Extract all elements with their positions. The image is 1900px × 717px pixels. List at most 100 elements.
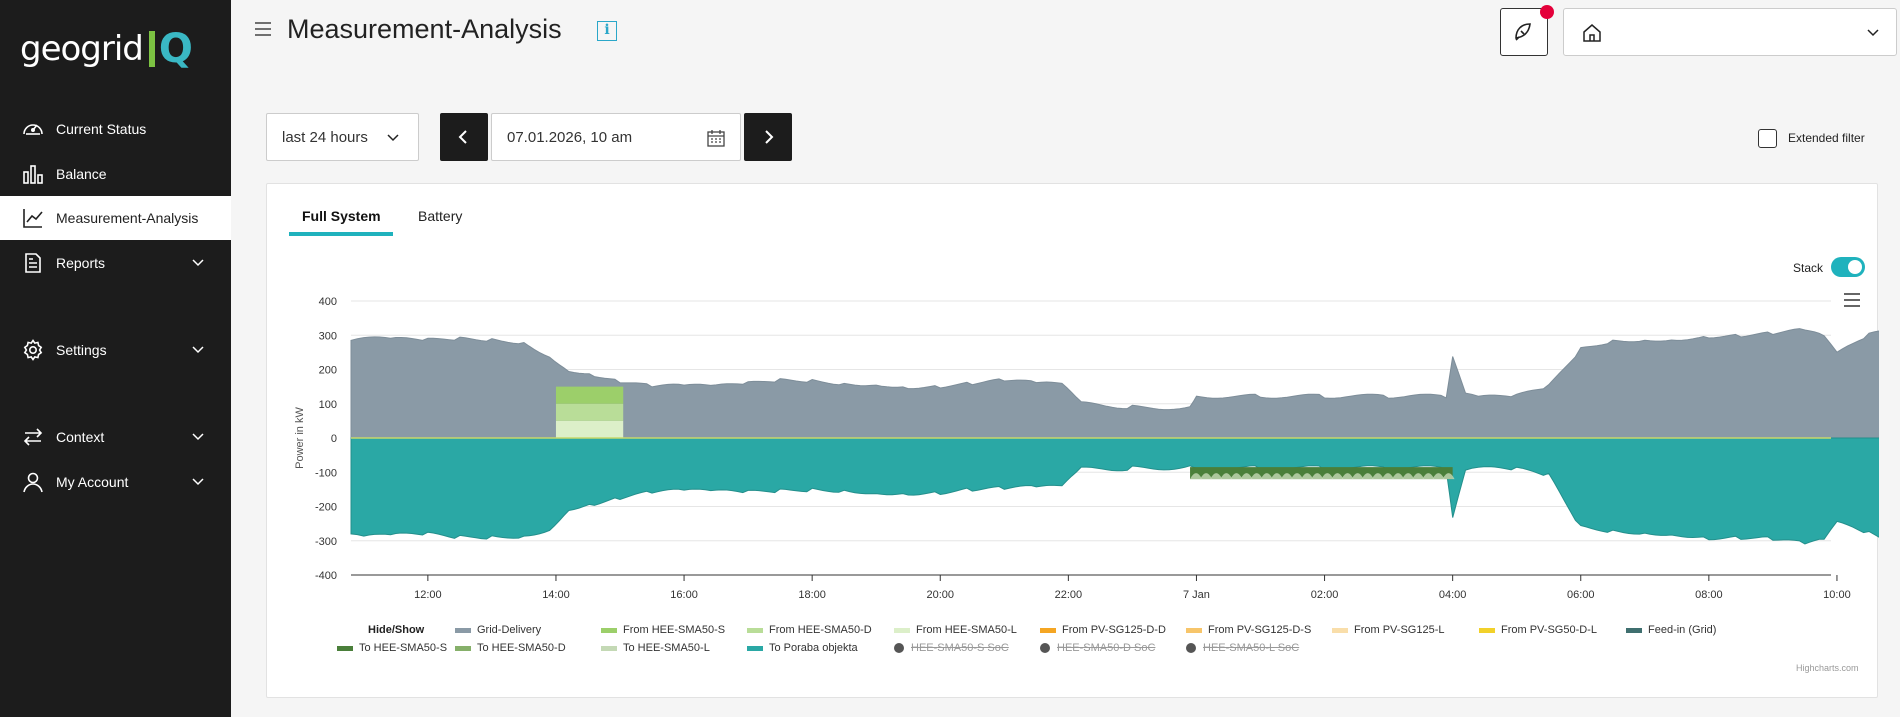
calendar-icon[interactable] — [706, 128, 726, 148]
sidebar-item-balance[interactable]: Balance — [0, 152, 231, 196]
page-title: Measurement-Analysis — [287, 14, 562, 44]
legend-title: Hide/Show — [368, 624, 425, 636]
legend-label: HEE-SMA50-L SoC — [1203, 642, 1300, 654]
legend-item[interactable]: HEE-SMA50-S SoC — [894, 642, 1009, 654]
sidebar-item-label: Context — [56, 429, 105, 445]
legend-item[interactable]: From HEE-SMA50-S — [601, 624, 725, 636]
sidebar-item-label: Current Status — [56, 121, 147, 137]
location-select[interactable] — [1563, 8, 1897, 56]
x-tick-label: 06:00 — [1567, 589, 1595, 601]
sidebar-item-measurement-analysis[interactable]: Measurement-Analysis — [0, 196, 231, 240]
sidebar-item-reports[interactable]: Reports — [0, 241, 231, 285]
battery-discharge-texture — [1412, 473, 1425, 480]
legend-swatch — [601, 627, 617, 633]
legend-item[interactable]: HEE-SMA50-L SoC — [1186, 642, 1299, 654]
sidebar-item-label: Measurement-Analysis — [56, 210, 199, 226]
battery-discharge-texture — [1240, 473, 1253, 480]
battery-discharge-texture — [1381, 473, 1394, 480]
battery-discharge-texture — [1351, 473, 1364, 480]
legend-label: To Poraba objekta — [769, 642, 858, 654]
battery-discharge-texture — [1301, 473, 1314, 480]
y-tick-label: -100 — [315, 467, 337, 479]
legend-item[interactable]: From PV-SG125-D-D — [1040, 624, 1166, 636]
legend-item[interactable]: From PV-SG125-D-S — [1186, 624, 1311, 636]
document-icon — [20, 250, 46, 276]
x-tick-label: 18:00 — [798, 589, 826, 601]
line-chart-icon — [20, 205, 46, 231]
battery-discharge-texture — [1280, 473, 1293, 480]
sidebar-item-label: Reports — [56, 255, 106, 271]
sidebar-item-context[interactable]: Context — [0, 415, 231, 459]
gear-icon — [20, 337, 46, 363]
sidebar-item-my-account[interactable]: My Account — [0, 460, 231, 504]
extended-filter-checkbox[interactable] — [1758, 129, 1777, 148]
next-period-button[interactable] — [744, 113, 792, 161]
legend-item[interactable]: To Poraba objekta — [747, 642, 858, 654]
legend-swatch — [747, 627, 763, 633]
logo-text: geogrid — [20, 29, 144, 69]
y-tick-label: 200 — [319, 365, 337, 377]
legend-label: From PV-SG50-D-L — [1501, 624, 1597, 636]
legend-item[interactable]: From PV-SG125-L — [1332, 624, 1444, 636]
series-area-to-poraba-objekta — [350, 437, 1879, 545]
chart-menu-icon[interactable] — [1843, 292, 1861, 308]
previous-period-button[interactable] — [440, 113, 488, 161]
arrows-icon — [20, 424, 46, 450]
battery-charge-segment — [555, 420, 624, 438]
legend-item[interactable]: Grid-Delivery — [455, 624, 541, 636]
user-icon — [20, 469, 46, 495]
legend-item[interactable]: From PV-SG50-D-L — [1479, 624, 1597, 636]
legend-item[interactable]: To HEE-SMA50-L — [601, 642, 710, 654]
legend-item[interactable]: To HEE-SMA50-S — [337, 642, 447, 654]
sidebar-item-label: Balance — [56, 166, 107, 182]
home-icon — [1583, 24, 1601, 42]
x-tick-label: 16:00 — [670, 589, 698, 601]
y-tick-label: -400 — [315, 570, 337, 582]
feedback-icon — [1515, 23, 1531, 41]
battery-discharge-texture — [1371, 473, 1384, 480]
battery-discharge-texture — [1432, 473, 1445, 480]
chevron-down-icon — [192, 478, 204, 486]
chevron-down-icon — [192, 259, 204, 267]
logo[interactable]: geogrid Q — [20, 24, 193, 74]
chevron-right-icon — [765, 130, 774, 144]
legend-item[interactable]: HEE-SMA50-D SoC — [1040, 642, 1155, 654]
tab-full-system[interactable]: Full System — [302, 208, 381, 224]
logo-bar — [148, 31, 155, 67]
info-icon[interactable]: i — [597, 21, 617, 41]
toggle-knob — [1848, 260, 1862, 274]
legend-item[interactable]: Feed-in (Grid) — [1626, 624, 1716, 636]
sidebar: geogrid Q Current Status Balance Measure… — [0, 0, 231, 717]
x-tick-label: 10:00 — [1823, 589, 1851, 601]
legend-item[interactable]: From HEE-SMA50-D — [747, 624, 872, 636]
stack-label: Stack — [1793, 261, 1824, 275]
sidebar-item-settings[interactable]: Settings — [0, 328, 231, 372]
sidebar-item-current-status[interactable]: Current Status — [0, 107, 231, 151]
chevron-down-icon — [192, 346, 204, 354]
battery-charge-segment — [555, 386, 624, 404]
legend-label: From HEE-SMA50-L — [916, 624, 1017, 636]
tab-battery[interactable]: Battery — [418, 208, 463, 224]
x-tick-label: 12:00 — [414, 589, 442, 601]
legend-swatch — [337, 645, 353, 651]
legend-swatch — [1626, 627, 1642, 633]
feedback-button[interactable] — [1500, 5, 1554, 56]
chart-card: Full System Battery Stack 400 300 200 100 0 -… — [266, 183, 1879, 699]
gauge-icon — [20, 116, 46, 142]
battery-discharge-texture — [1190, 473, 1203, 480]
battery-discharge-texture — [1220, 473, 1233, 480]
notification-dot — [1540, 5, 1554, 19]
legend-item[interactable]: To HEE-SMA50-D — [455, 642, 566, 654]
battery-discharge-texture — [1331, 473, 1344, 480]
time-range-select[interactable]: last 24 hours — [266, 113, 419, 161]
stack-toggle[interactable] — [1831, 257, 1865, 277]
battery-discharge-texture — [1230, 473, 1243, 480]
hamburger-menu-icon[interactable] — [254, 20, 272, 38]
legend-label: HEE-SMA50-D SoC — [1057, 642, 1156, 654]
date-input[interactable]: 07.01.2026, 10 am — [491, 113, 741, 161]
chevron-left-icon — [458, 130, 467, 144]
legend-swatch — [455, 645, 471, 651]
legend-item[interactable]: From HEE-SMA50-L — [894, 624, 1017, 636]
tab-active-indicator — [289, 232, 393, 236]
measurement-chart[interactable]: 400 300 200 100 0 -100 -200 -300 -400 12:00 14:00 1… — [267, 184, 1879, 699]
